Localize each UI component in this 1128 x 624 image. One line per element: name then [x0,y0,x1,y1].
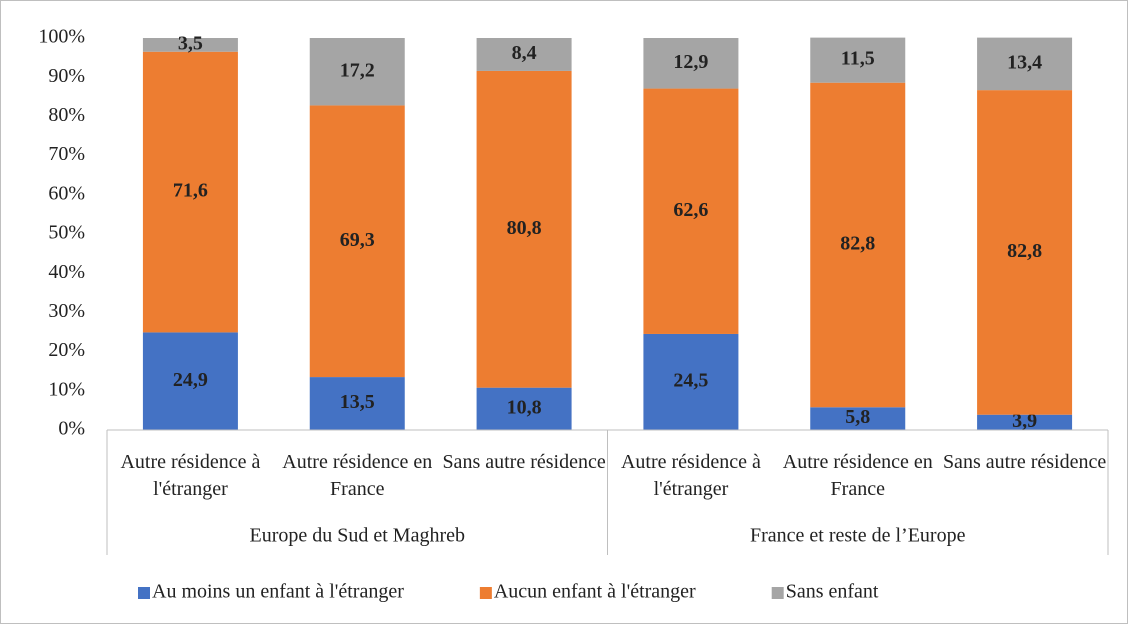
data-label: 12,9 [673,51,708,73]
legend-swatch [479,587,492,599]
data-label: 24,5 [673,370,708,392]
bar-segment [810,82,906,408]
y-tick-label: 0% [58,418,85,440]
x-tick-label: Autre résidence à l'étranger [120,451,261,500]
data-label: 17,2 [340,59,375,81]
legend-label: Aucun enfant à l'étranger [494,581,696,603]
data-label: 3,5 [178,32,203,54]
y-tick-label: 90% [48,65,85,87]
x-tick-label: Sans autre résidence [942,451,1107,473]
legend-swatch [771,587,784,599]
y-tick-label: 100% [38,26,85,48]
bar-segment [643,88,739,334]
data-label: 3,9 [1012,410,1037,432]
bar-segment [643,333,739,430]
data-label: 24,9 [173,369,208,391]
data-label: 82,8 [840,233,875,255]
y-tick-label: 20% [48,339,85,361]
y-tick-label: 80% [48,104,85,126]
data-label: 8,4 [512,42,537,64]
bar-segment [142,38,238,52]
bar-segment [476,70,572,388]
data-label: 82,8 [1007,240,1042,262]
bar-segment [977,414,1073,430]
data-label: 5,8 [845,406,870,428]
data-label: 11,5 [841,48,875,70]
legend-swatch [138,587,150,599]
legend-label: Au moins un enfant à l'étranger [152,581,404,603]
bar-segment [142,332,238,430]
bar-segment [810,37,906,83]
bar-segment [476,38,572,71]
bar-segment [977,90,1073,415]
bar-segment [810,407,906,430]
y-tick-label: 50% [48,222,85,244]
y-tick-label: 10% [48,378,85,400]
legend-label: Sans enfant [786,581,879,603]
data-label: 71,6 [173,180,208,202]
data-label: 69,3 [340,229,375,251]
bar-segment [309,377,405,430]
data-label: 13,4 [1007,51,1042,73]
bar-segment [643,38,739,89]
bar-segment [309,38,405,106]
group-label: Europe du Sud et Maghreb [249,525,465,547]
y-tick-label: 30% [48,300,85,322]
bar-segment [142,51,238,333]
bar-segment [309,105,405,378]
y-tick-label: 40% [48,261,85,283]
x-tick-label: Autre résidence en France [782,451,933,500]
data-label: 80,8 [507,217,542,239]
x-tick-label: Autre résidence en France [282,451,433,500]
x-tick-label: Autre résidence à l'étranger [620,451,761,500]
x-tick-label: Sans autre résidence [442,451,606,473]
bar-segment [977,37,1073,91]
bar-segment [476,387,572,430]
data-label: 13,5 [340,391,375,413]
y-tick-label: 70% [48,143,85,165]
data-label: 10,8 [507,396,542,418]
group-label: France et reste de l’Europe [750,525,966,547]
data-label: 62,6 [673,199,708,221]
y-tick-label: 60% [48,182,85,204]
